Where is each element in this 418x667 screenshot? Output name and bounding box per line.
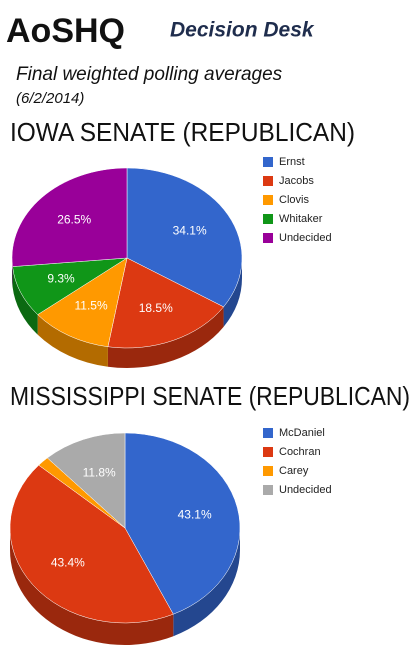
legend-swatch bbox=[263, 176, 273, 186]
legend-label: Ernst bbox=[279, 156, 305, 168]
legend-label: Whitaker bbox=[279, 213, 323, 225]
data-label: 43.4% bbox=[51, 555, 85, 569]
data-label: 26.5% bbox=[57, 213, 91, 227]
slice-side bbox=[223, 258, 242, 327]
data-label: 9.3% bbox=[47, 271, 75, 285]
brand-name: Decision Desk bbox=[170, 19, 315, 42]
slice bbox=[124, 432, 241, 615]
slice-side bbox=[10, 528, 174, 645]
legend-label: Undecided bbox=[279, 232, 332, 244]
subtitle: Final weighted polling averages bbox=[16, 64, 283, 85]
slice bbox=[37, 257, 128, 348]
data-label: 11.8% bbox=[83, 465, 116, 479]
legend-label: Clovis bbox=[279, 194, 309, 206]
chart-title: IOWA SENATE (REPUBLICAN) bbox=[10, 117, 355, 147]
slice bbox=[46, 432, 126, 529]
slice bbox=[11, 167, 128, 267]
slice bbox=[107, 257, 224, 349]
chart-title: MISSISSIPPI SENATE (REPUBLICAN) bbox=[10, 381, 410, 411]
data-label: 34.1% bbox=[173, 223, 207, 237]
slice bbox=[126, 167, 243, 308]
data-label: 11.5% bbox=[74, 298, 107, 312]
slice bbox=[9, 464, 174, 624]
legend-label: Cochran bbox=[279, 446, 321, 458]
legend-label: Carey bbox=[279, 465, 309, 477]
legend-label: McDaniel bbox=[279, 427, 325, 439]
slice-side bbox=[173, 528, 240, 637]
data-label: 18.5% bbox=[139, 301, 173, 315]
legend-swatch bbox=[263, 466, 273, 476]
slice-side bbox=[107, 306, 224, 369]
slice-side bbox=[12, 266, 38, 335]
legend-swatch bbox=[263, 233, 273, 243]
logo: AoSHQ bbox=[6, 12, 125, 50]
legend-swatch bbox=[263, 447, 273, 457]
slice-side bbox=[37, 314, 108, 367]
legend-label: Undecided bbox=[279, 484, 332, 496]
legend-swatch bbox=[263, 157, 273, 167]
data-label: 43.1% bbox=[178, 508, 212, 522]
legend-swatch bbox=[263, 195, 273, 205]
legend-label: Jacobs bbox=[279, 175, 314, 187]
legend-swatch bbox=[263, 428, 273, 438]
legend-swatch bbox=[263, 485, 273, 495]
date: (6/2/2014) bbox=[16, 90, 84, 107]
legend-swatch bbox=[263, 214, 273, 224]
